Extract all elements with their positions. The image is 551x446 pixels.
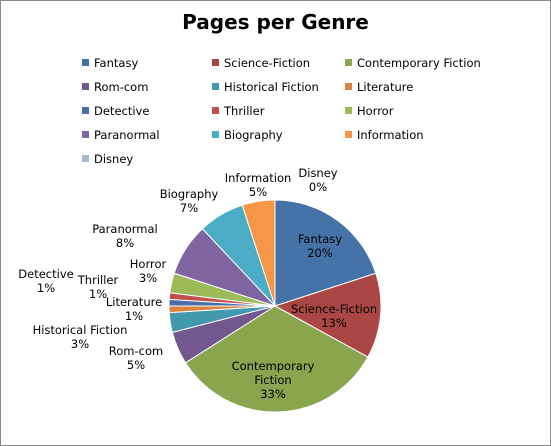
legend-swatch (212, 59, 219, 66)
data-label-historical-fiction: Historical Fiction 3% (33, 323, 128, 351)
legend-swatch (212, 131, 219, 138)
legend-item-contemporary-fiction: Contemporary Fiction (345, 55, 481, 71)
data-label-science-fiction: Science-Fiction 13% (291, 302, 377, 330)
legend-label: Historical Fiction (224, 80, 319, 94)
legend-item-horror: Horror (345, 103, 393, 119)
legend-swatch (82, 83, 89, 90)
pie-slice-fantasy (274, 199, 377, 307)
legend-swatch (212, 107, 219, 114)
legend-swatch (345, 59, 352, 66)
legend-label: Biography (224, 128, 283, 142)
legend-label: Detective (94, 104, 150, 118)
legend-swatch (212, 83, 219, 90)
data-label-thriller: Thriller 1% (77, 273, 119, 301)
legend-swatch (82, 107, 89, 114)
legend-swatch (345, 83, 352, 90)
data-label-information: Information 5% (225, 171, 292, 199)
legend-label: Rom-com (94, 80, 149, 94)
legend-item-science-fiction: Science-Fiction (212, 55, 310, 71)
legend-item-biography: Biography (212, 127, 283, 143)
pie-slice-information (241, 199, 276, 307)
data-label-fantasy: Fantasy 20% (298, 232, 342, 260)
data-label-biography: Biography 7% (160, 187, 219, 215)
legend-swatch (82, 155, 89, 162)
data-label-horror: Horror 3% (130, 257, 167, 285)
data-label-detective: Detective 1% (18, 267, 73, 295)
pie-slice-contemporary-fiction (184, 305, 369, 413)
pie-slice-science-fiction (273, 272, 382, 358)
legend-swatch (82, 131, 89, 138)
legend-label: Science-Fiction (224, 56, 311, 70)
chart-legend: Fantasy Science-Fiction Contemporary Ficti… (0, 0, 551, 180)
legend-swatch (345, 107, 352, 114)
legend-item-disney: Disney (82, 151, 133, 167)
legend-item-fantasy: Fantasy (82, 55, 138, 71)
legend-item-information: Information (345, 127, 424, 143)
legend-item-literature: Literature (345, 79, 413, 95)
data-label-contemporary-fiction: Contemporary Fiction 33% (232, 359, 315, 401)
data-label-literature: Literature 1% (106, 295, 162, 323)
legend-swatch (345, 131, 352, 138)
legend-item-thriller: Thriller (212, 103, 264, 119)
legend-label: Fantasy (94, 56, 139, 70)
data-label-paranormal: Paranormal 8% (92, 222, 158, 250)
legend-item-paranormal: Paranormal (82, 127, 160, 143)
chart-title: Pages per Genre (182, 10, 369, 34)
legend-label: Paranormal (94, 128, 160, 142)
legend-item-rom-com: Rom-com (82, 79, 148, 95)
legend-label: Horror (357, 104, 394, 118)
data-label-rom-com: Rom-com 5% (109, 344, 163, 372)
legend-item-detective: Detective (82, 103, 149, 119)
data-label-disney: Disney 0% (298, 166, 337, 194)
legend-label: Literature (357, 80, 414, 94)
legend-label: Contemporary Fiction (357, 56, 481, 70)
legend-item-historical-fiction: Historical Fiction (212, 79, 319, 95)
legend-label: Disney (94, 152, 134, 166)
legend-swatch (82, 59, 89, 66)
legend-label: Information (357, 128, 424, 142)
legend-label: Thriller (224, 104, 265, 118)
